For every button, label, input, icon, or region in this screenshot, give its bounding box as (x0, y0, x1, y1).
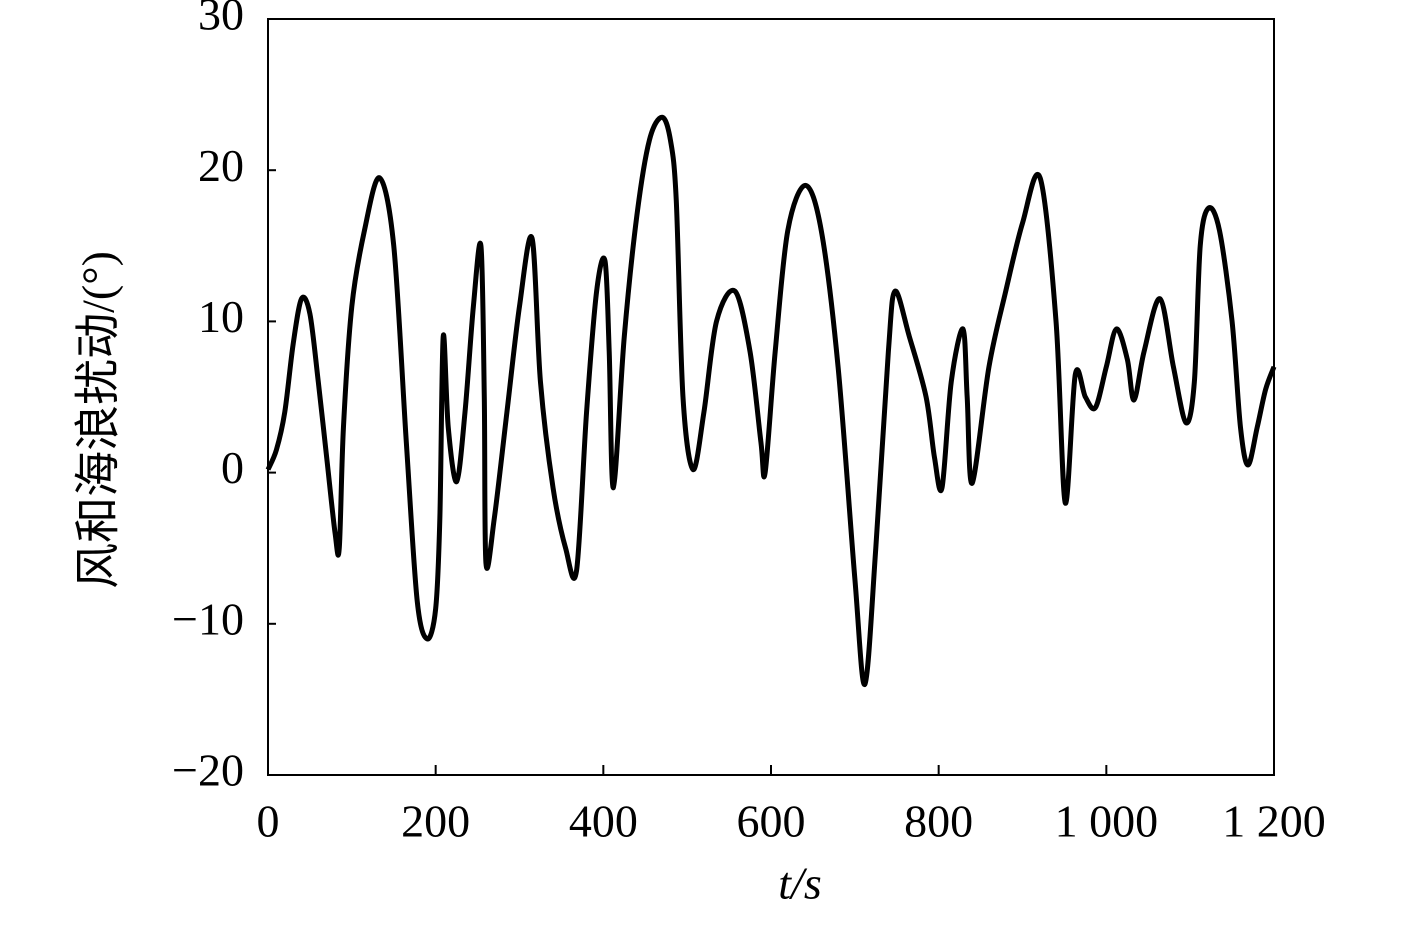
x-tick-label: 1 000 (1055, 796, 1159, 847)
x-tick-label: 600 (737, 796, 806, 847)
y-tick-label: 30 (198, 0, 244, 40)
x-tick-label: 1 200 (1222, 796, 1326, 847)
x-tick-label: 200 (401, 796, 470, 847)
y-tick-label: −20 (172, 745, 244, 796)
x-axis-label: t/s (778, 858, 821, 909)
y-tick-label: 10 (198, 291, 244, 342)
y-axis-label: 风和海浪扰动/(°) (73, 251, 124, 589)
x-tick-label: 800 (904, 796, 973, 847)
y-tick-label: 0 (221, 442, 244, 493)
x-tick-label: 400 (569, 796, 638, 847)
y-tick-label: −10 (172, 593, 244, 644)
data-line (265, 114, 1277, 687)
x-tick-label: 0 (257, 796, 280, 847)
y-tick-label: 20 (198, 140, 244, 191)
